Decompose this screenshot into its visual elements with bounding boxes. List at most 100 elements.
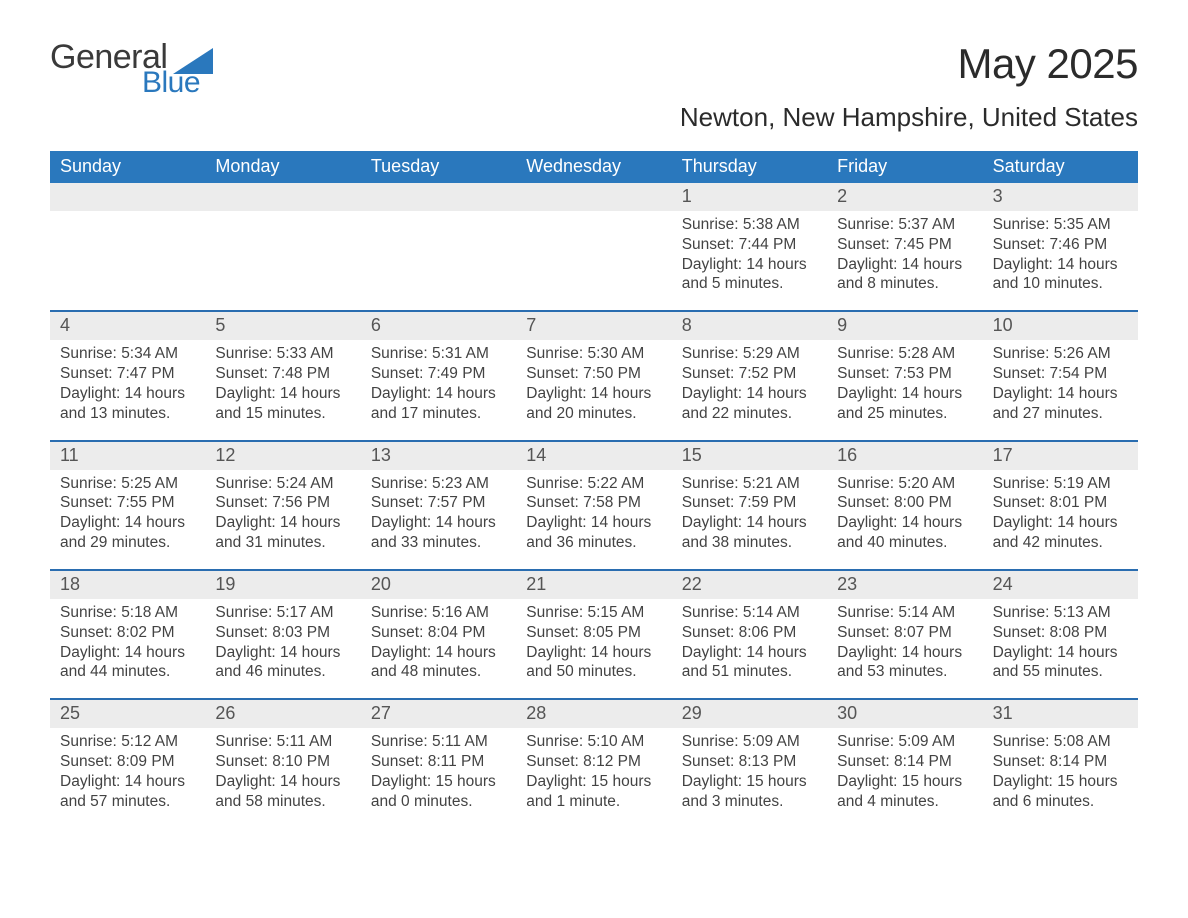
daylight-label: Daylight: xyxy=(837,256,897,273)
day-number: 15 xyxy=(672,442,827,470)
sunrise-line: Sunrise: 5:18 AM xyxy=(60,603,195,623)
sunrise-value: 5:31 AM xyxy=(432,345,489,362)
daylight-line: Daylight: 14 hours and 25 minutes. xyxy=(837,384,972,424)
sunrise-line: Sunrise: 5:31 AM xyxy=(371,344,506,364)
day-number: 6 xyxy=(361,312,516,340)
sunset-value: 8:03 PM xyxy=(272,624,330,641)
sunset-label: Sunset: xyxy=(993,494,1046,511)
day-number: 11 xyxy=(50,442,205,470)
day-cell: Sunrise: 5:19 AMSunset: 8:01 PMDaylight:… xyxy=(983,470,1138,569)
sunset-label: Sunset: xyxy=(526,365,579,382)
daylight-label: Daylight: xyxy=(993,256,1053,273)
sunset-line: Sunset: 7:52 PM xyxy=(682,364,817,384)
sunset-value: 7:53 PM xyxy=(894,365,952,382)
sunset-value: 8:10 PM xyxy=(272,753,330,770)
sunrise-value: 5:16 AM xyxy=(432,604,489,621)
sunset-line: Sunset: 8:13 PM xyxy=(682,752,817,772)
daylight-line: Daylight: 15 hours and 3 minutes. xyxy=(682,772,817,812)
day-number xyxy=(50,183,205,211)
daylight-label: Daylight: xyxy=(682,514,742,531)
sunset-value: 8:09 PM xyxy=(117,753,175,770)
sunrise-value: 5:29 AM xyxy=(743,345,800,362)
sunset-value: 7:58 PM xyxy=(583,494,641,511)
daylight-line: Daylight: 14 hours and 48 minutes. xyxy=(371,643,506,683)
day-cell: Sunrise: 5:09 AMSunset: 8:13 PMDaylight:… xyxy=(672,728,827,827)
daylight-label: Daylight: xyxy=(526,385,586,402)
daylight-line: Daylight: 14 hours and 50 minutes. xyxy=(526,643,661,683)
day-of-week-header: SundayMondayTuesdayWednesdayThursdayFrid… xyxy=(50,151,1138,183)
sunset-label: Sunset: xyxy=(215,753,268,770)
sunrise-line: Sunrise: 5:24 AM xyxy=(215,474,350,494)
day-number: 27 xyxy=(361,700,516,728)
sunset-line: Sunset: 8:07 PM xyxy=(837,623,972,643)
daylight-label: Daylight: xyxy=(682,773,742,790)
daylight-line: Daylight: 14 hours and 15 minutes. xyxy=(215,384,350,424)
brand-logo: General Blue xyxy=(50,40,213,98)
sunset-line: Sunset: 8:01 PM xyxy=(993,493,1128,513)
sunset-value: 8:05 PM xyxy=(583,624,641,641)
sunset-label: Sunset: xyxy=(526,753,579,770)
day-number: 26 xyxy=(205,700,360,728)
daylight-label: Daylight: xyxy=(60,385,120,402)
day-number: 1 xyxy=(672,183,827,211)
sunset-value: 8:00 PM xyxy=(894,494,952,511)
sunrise-value: 5:38 AM xyxy=(743,216,800,233)
sunset-label: Sunset: xyxy=(371,624,424,641)
sunrise-label: Sunrise: xyxy=(682,733,739,750)
sunset-line: Sunset: 7:59 PM xyxy=(682,493,817,513)
sunrise-line: Sunrise: 5:26 AM xyxy=(993,344,1128,364)
page-title: May 2025 xyxy=(680,40,1138,88)
dow-saturday: Saturday xyxy=(983,151,1138,183)
week-data-row: Sunrise: 5:34 AMSunset: 7:47 PMDaylight:… xyxy=(50,340,1138,439)
daylight-label: Daylight: xyxy=(371,644,431,661)
day-number: 23 xyxy=(827,571,982,599)
day-number xyxy=(205,183,360,211)
sunrise-label: Sunrise: xyxy=(215,475,272,492)
sunset-label: Sunset: xyxy=(526,624,579,641)
sunset-label: Sunset: xyxy=(215,365,268,382)
sunrise-value: 5:09 AM xyxy=(898,733,955,750)
sunrise-label: Sunrise: xyxy=(371,345,428,362)
day-cell: Sunrise: 5:18 AMSunset: 8:02 PMDaylight:… xyxy=(50,599,205,698)
daylight-line: Daylight: 14 hours and 51 minutes. xyxy=(682,643,817,683)
day-number: 9 xyxy=(827,312,982,340)
day-cell: Sunrise: 5:38 AMSunset: 7:44 PMDaylight:… xyxy=(672,211,827,310)
sunrise-label: Sunrise: xyxy=(526,475,583,492)
daylight-line: Daylight: 14 hours and 22 minutes. xyxy=(682,384,817,424)
day-number: 5 xyxy=(205,312,360,340)
sunset-line: Sunset: 7:54 PM xyxy=(993,364,1128,384)
sunset-value: 7:55 PM xyxy=(117,494,175,511)
sunrise-label: Sunrise: xyxy=(993,604,1050,621)
daylight-label: Daylight: xyxy=(60,514,120,531)
brand-word-2: Blue xyxy=(142,68,213,98)
day-cell xyxy=(516,211,671,310)
sunset-line: Sunset: 7:44 PM xyxy=(682,235,817,255)
day-cell: Sunrise: 5:25 AMSunset: 7:55 PMDaylight:… xyxy=(50,470,205,569)
day-cell: Sunrise: 5:08 AMSunset: 8:14 PMDaylight:… xyxy=(983,728,1138,827)
sunrise-label: Sunrise: xyxy=(526,604,583,621)
day-number: 28 xyxy=(516,700,671,728)
week-data-row: Sunrise: 5:38 AMSunset: 7:44 PMDaylight:… xyxy=(50,211,1138,310)
day-cell: Sunrise: 5:21 AMSunset: 7:59 PMDaylight:… xyxy=(672,470,827,569)
day-cell: Sunrise: 5:20 AMSunset: 8:00 PMDaylight:… xyxy=(827,470,982,569)
sunrise-line: Sunrise: 5:30 AM xyxy=(526,344,661,364)
daylight-line: Daylight: 15 hours and 0 minutes. xyxy=(371,772,506,812)
daylight-line: Daylight: 14 hours and 5 minutes. xyxy=(682,255,817,295)
sunrise-line: Sunrise: 5:10 AM xyxy=(526,732,661,752)
daylight-label: Daylight: xyxy=(215,644,275,661)
day-number: 14 xyxy=(516,442,671,470)
sunset-line: Sunset: 8:05 PM xyxy=(526,623,661,643)
sunset-line: Sunset: 7:57 PM xyxy=(371,493,506,513)
sunrise-value: 5:11 AM xyxy=(277,733,333,750)
sunrise-line: Sunrise: 5:13 AM xyxy=(993,603,1128,623)
sunrise-line: Sunrise: 5:28 AM xyxy=(837,344,972,364)
sunrise-value: 5:13 AM xyxy=(1054,604,1111,621)
sunset-label: Sunset: xyxy=(371,753,424,770)
header: General Blue May 2025 Newton, New Hampsh… xyxy=(50,40,1138,133)
sunset-label: Sunset: xyxy=(371,365,424,382)
sunrise-label: Sunrise: xyxy=(993,733,1050,750)
sunrise-label: Sunrise: xyxy=(371,604,428,621)
dow-tuesday: Tuesday xyxy=(361,151,516,183)
sunrise-value: 5:26 AM xyxy=(1054,345,1111,362)
sunset-label: Sunset: xyxy=(837,236,890,253)
